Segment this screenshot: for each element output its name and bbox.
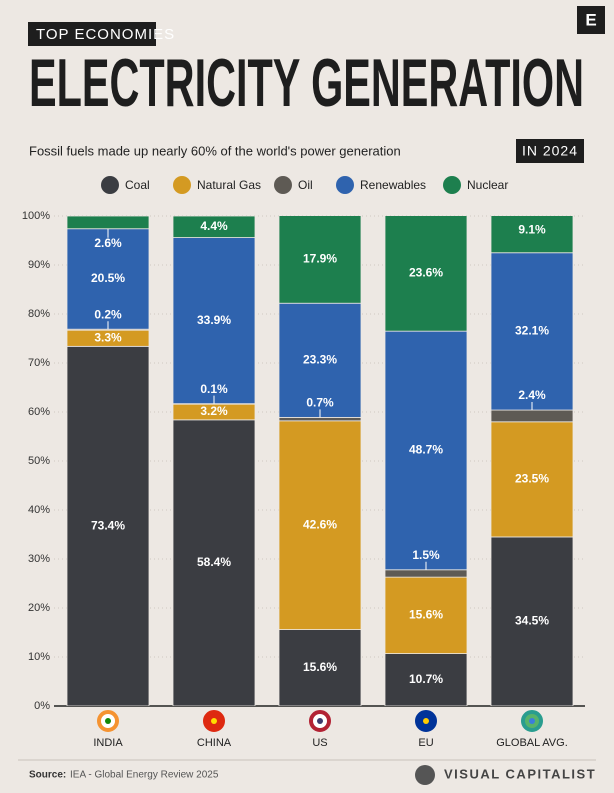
- bar-segment: [172, 419, 256, 706]
- value-label: 4.4%: [200, 219, 228, 233]
- y-tick-label: 60%: [28, 406, 50, 418]
- legend-swatch: [173, 176, 191, 194]
- y-tick-label: 30%: [28, 553, 50, 565]
- source-label: Source:: [29, 770, 66, 781]
- subtitle: Fossil fuels made up nearly 60% of the w…: [29, 143, 401, 158]
- brand: VISUAL CAPITALIST: [444, 766, 596, 781]
- x-tick-label: EU: [418, 737, 433, 749]
- y-tick-label: 80%: [28, 308, 50, 320]
- kicker: TOP ECONOMIES: [36, 26, 175, 43]
- x-tick-label: US: [312, 737, 327, 749]
- flag-center: [423, 718, 429, 724]
- value-label: 3.3%: [94, 330, 122, 344]
- bar-segment: [66, 228, 150, 330]
- value-label: 0.1%: [200, 382, 228, 396]
- plot: [66, 216, 574, 706]
- bar-segment: [490, 409, 574, 423]
- value-label: 73.4%: [91, 518, 125, 532]
- y-tick-label: 100%: [22, 210, 50, 222]
- bar-segment: [490, 421, 574, 538]
- bar-segment: [490, 216, 574, 254]
- value-label: 48.7%: [409, 443, 443, 457]
- badge: IN 2024: [522, 143, 578, 159]
- value-label: 10.7%: [409, 672, 443, 686]
- value-label: 2.4%: [518, 388, 546, 402]
- bar-segment: [384, 653, 468, 706]
- value-label: 23.5%: [515, 472, 549, 486]
- logo: E: [585, 10, 596, 29]
- legend-swatch: [336, 176, 354, 194]
- value-label: 15.6%: [409, 608, 443, 622]
- flag-center: [105, 718, 111, 724]
- y-tick-label: 40%: [28, 504, 50, 516]
- bar-segment: [278, 629, 362, 706]
- value-label: 0.2%: [94, 307, 122, 321]
- legend-swatch: [274, 176, 292, 194]
- brand-icon: [415, 765, 435, 785]
- y-tick-label: 70%: [28, 357, 50, 369]
- legend-swatch: [443, 176, 461, 194]
- legend-label: Coal: [125, 178, 150, 192]
- value-label: 15.6%: [303, 660, 337, 674]
- bar-segment: [278, 416, 362, 422]
- y-tick-label: 90%: [28, 259, 50, 271]
- value-label: 1.5%: [412, 548, 440, 562]
- kicker-box: [28, 22, 156, 46]
- bar-segment: [66, 216, 150, 230]
- bar-segment: [490, 252, 574, 411]
- legend-label: Renewables: [360, 178, 426, 192]
- bar-segment: [384, 576, 468, 654]
- bar-segment: [384, 330, 468, 571]
- bar-segment: [172, 237, 256, 405]
- legend-swatch: [101, 176, 119, 194]
- bar-segment: [66, 345, 150, 706]
- flag-center: [211, 718, 217, 724]
- value-label: 20.5%: [91, 271, 125, 285]
- x-tick-label: CHINA: [197, 737, 232, 749]
- x-tick-label: INDIA: [93, 737, 123, 749]
- bar-segment: [490, 536, 574, 706]
- bar-segment: [278, 216, 362, 304]
- badge-box: [516, 139, 584, 163]
- value-label: 2.6%: [94, 236, 122, 250]
- legend-label: Natural Gas: [197, 178, 261, 192]
- value-label: 23.6%: [409, 266, 443, 280]
- bar-segment: [172, 216, 256, 238]
- flag-center: [317, 718, 323, 724]
- flag-center: [529, 718, 535, 724]
- value-label: 0.7%: [306, 396, 334, 410]
- bar-segment: [278, 302, 362, 418]
- x-tick-label: GLOBAL AVG.: [496, 737, 568, 749]
- bar-segment: [384, 569, 468, 578]
- y-tick-label: 20%: [28, 602, 50, 614]
- y-tick-label: 10%: [28, 651, 50, 663]
- value-label: 23.3%: [303, 352, 337, 366]
- legend-label: Oil: [298, 178, 313, 192]
- legend-label: Nuclear: [467, 178, 508, 192]
- chart-title: ELECTRICITY GENERATION: [29, 45, 584, 121]
- value-label: 34.5%: [515, 614, 549, 628]
- value-label: 3.2%: [200, 404, 228, 418]
- value-label: 33.9%: [197, 313, 231, 327]
- value-label: 58.4%: [197, 555, 231, 569]
- y-tick-label: 50%: [28, 455, 50, 467]
- y-tick-label: 0%: [34, 700, 50, 712]
- bar-segment: [278, 420, 362, 630]
- source: IEA - Global Energy Review 2025: [70, 770, 219, 781]
- bar-segment: [384, 216, 468, 332]
- value-label: 9.1%: [518, 223, 546, 237]
- value-label: 17.9%: [303, 252, 337, 266]
- value-label: 32.1%: [515, 324, 549, 338]
- logo-box: [577, 6, 605, 34]
- value-label: 42.6%: [303, 517, 337, 531]
